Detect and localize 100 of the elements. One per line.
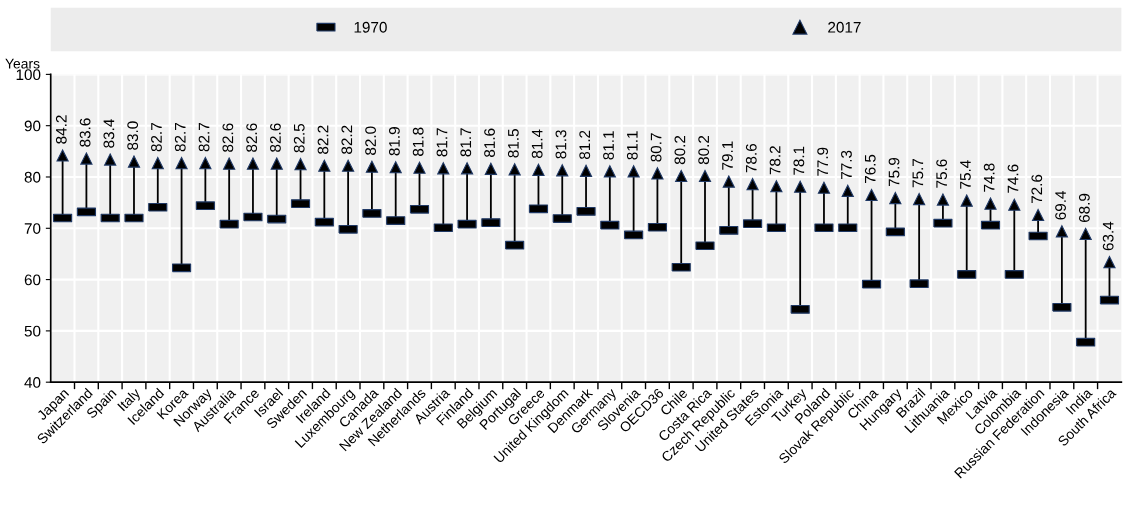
y-tick-label: 70 bbox=[24, 223, 41, 234]
data-label: 83.0 bbox=[127, 121, 139, 150]
point bbox=[127, 155, 141, 168]
data-label: 75.6 bbox=[936, 159, 948, 188]
point bbox=[246, 157, 260, 170]
data-label: 81.6 bbox=[484, 128, 495, 157]
data-label: 81.8 bbox=[412, 127, 424, 156]
point bbox=[603, 165, 616, 178]
data-label: 78.2 bbox=[769, 146, 781, 175]
point bbox=[532, 163, 545, 176]
data-label: 76.5 bbox=[864, 154, 876, 184]
point bbox=[913, 192, 926, 206]
data-label: 82.6 bbox=[222, 123, 234, 152]
point bbox=[651, 167, 664, 180]
data-label: 79.1 bbox=[722, 141, 733, 170]
data-label: 83.4 bbox=[103, 119, 115, 148]
data-label: 75.4 bbox=[960, 160, 971, 189]
point bbox=[1079, 227, 1092, 241]
data-label: 80.2 bbox=[698, 135, 710, 165]
data-label: 81.7 bbox=[436, 128, 448, 157]
data-label: 82.7 bbox=[174, 123, 186, 152]
data-label: 81.9 bbox=[388, 127, 400, 156]
data-label: 81.5 bbox=[507, 129, 519, 158]
data-label: 81.7 bbox=[460, 128, 472, 157]
y-tick-label: 100 bbox=[16, 69, 41, 81]
data-label: 81.2 bbox=[579, 130, 591, 160]
point bbox=[175, 157, 188, 170]
point bbox=[556, 164, 569, 177]
point bbox=[223, 157, 236, 170]
data-label: 82.7 bbox=[198, 123, 210, 152]
data-label: 69.4 bbox=[1055, 190, 1066, 220]
point bbox=[889, 191, 902, 205]
point bbox=[56, 149, 69, 162]
point bbox=[437, 162, 450, 175]
point bbox=[342, 159, 355, 172]
point bbox=[841, 184, 854, 197]
data-label: 77.9 bbox=[817, 147, 829, 176]
point bbox=[365, 160, 379, 173]
data-label: 68.9 bbox=[1078, 193, 1090, 223]
data-label: 82.2 bbox=[341, 125, 353, 154]
point bbox=[794, 180, 807, 193]
data-label: 63.4 bbox=[1102, 221, 1114, 251]
point bbox=[817, 181, 831, 194]
point bbox=[675, 169, 688, 183]
point bbox=[1031, 208, 1045, 222]
data-label: 75.7 bbox=[912, 158, 924, 188]
legend-label: 2017 bbox=[828, 21, 861, 33]
y-tick-label: 80 bbox=[24, 171, 41, 183]
point bbox=[318, 159, 331, 172]
point bbox=[413, 161, 426, 174]
point bbox=[508, 163, 521, 176]
data-label: 84.2 bbox=[55, 115, 67, 144]
point bbox=[627, 165, 640, 178]
point bbox=[984, 197, 997, 210]
data-label: 83.6 bbox=[79, 118, 91, 147]
data-label: 81.4 bbox=[531, 129, 543, 159]
data-label: 74.6 bbox=[1007, 164, 1019, 193]
data-label: 82.6 bbox=[246, 123, 258, 152]
point bbox=[484, 162, 497, 175]
point bbox=[294, 158, 307, 171]
y-tick-label: 90 bbox=[24, 120, 41, 132]
point bbox=[579, 164, 593, 177]
point bbox=[104, 153, 117, 166]
point bbox=[80, 152, 93, 165]
point bbox=[865, 188, 878, 202]
data-label: 80.2 bbox=[674, 135, 686, 165]
data-label: 82.6 bbox=[270, 123, 281, 152]
point bbox=[389, 161, 402, 174]
data-label: 81.1 bbox=[603, 131, 614, 160]
data-label: 82.7 bbox=[151, 123, 162, 152]
data-label: 81.3 bbox=[555, 130, 567, 159]
y-axis-title: Years bbox=[5, 58, 40, 69]
point bbox=[151, 157, 164, 170]
data-label: 78.6 bbox=[745, 143, 757, 173]
data-label: 74.8 bbox=[983, 163, 995, 192]
y-tick-label: 50 bbox=[24, 325, 41, 337]
point bbox=[936, 193, 950, 206]
point bbox=[1055, 225, 1068, 238]
y-tick-label: 60 bbox=[24, 274, 41, 286]
legend-label: 1970 bbox=[354, 21, 387, 33]
point bbox=[746, 178, 759, 191]
point bbox=[270, 157, 283, 170]
data-label: 82.5 bbox=[293, 123, 305, 153]
point bbox=[722, 175, 735, 188]
y-tick-label: 40 bbox=[24, 377, 41, 388]
data-label: 82.2 bbox=[317, 125, 329, 154]
data-label: 72.6 bbox=[1031, 174, 1043, 204]
data-label: 80.7 bbox=[650, 133, 662, 162]
data-label: 81.1 bbox=[626, 131, 638, 160]
data-label: 82.0 bbox=[365, 126, 377, 155]
point bbox=[460, 162, 474, 175]
data-label: 77.3 bbox=[841, 150, 852, 179]
point bbox=[698, 169, 712, 183]
point bbox=[1008, 198, 1021, 211]
point bbox=[1103, 256, 1116, 269]
point bbox=[770, 180, 783, 193]
point bbox=[960, 194, 973, 207]
data-label: 75.9 bbox=[888, 157, 900, 187]
data-label: 78.1 bbox=[793, 146, 805, 175]
point bbox=[199, 157, 212, 170]
